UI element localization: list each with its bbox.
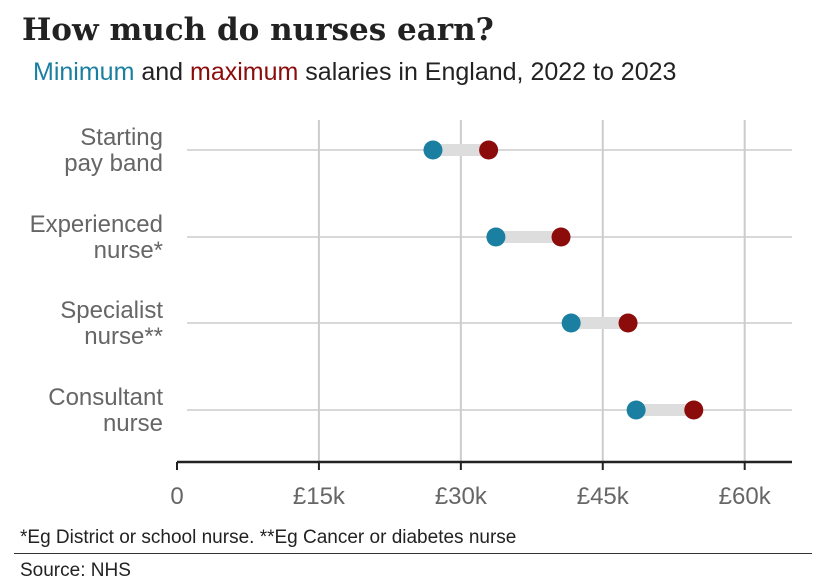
chart-title: How much do nurses earn?: [22, 12, 494, 48]
category-label: Specialist: [60, 297, 163, 324]
min-salary-dot: [423, 140, 443, 160]
max-salary-dot: [684, 400, 704, 420]
subtitle-rest: salaries in England, 2022 to 2023: [298, 58, 677, 86]
x-tick-label: £60k: [719, 483, 772, 510]
category-label: Consultant: [48, 384, 163, 411]
x-tick-label: £15k: [293, 483, 346, 510]
min-salary-dot: [626, 400, 646, 420]
subtitle-minimum: Minimum: [33, 58, 135, 86]
subtitle-and: and: [134, 58, 191, 86]
max-salary-dot: [479, 140, 499, 160]
source-note: Source: NHS: [20, 560, 131, 581]
subtitle-maximum: maximum: [190, 58, 299, 86]
max-salary-dot: [618, 313, 638, 333]
category-label: pay band: [64, 150, 163, 177]
category-label: nurse: [103, 410, 163, 437]
min-salary-dot: [486, 227, 506, 247]
category-label: Experienced: [30, 211, 163, 238]
footer-divider: [14, 553, 812, 554]
chart-subtitle: Minimum and maximum salaries in England,…: [33, 58, 676, 87]
x-tick-label: 0: [170, 483, 183, 510]
category-label: Starting: [80, 124, 163, 151]
max-salary-dot: [551, 227, 571, 247]
category-label: nurse*: [94, 237, 163, 264]
min-salary-dot: [561, 313, 581, 333]
x-tick-label: £30k: [435, 483, 488, 510]
footnote: *Eg District or school nurse. **Eg Cance…: [20, 527, 517, 548]
x-tick-label: £45k: [577, 483, 630, 510]
category-label: nurse**: [84, 323, 163, 350]
